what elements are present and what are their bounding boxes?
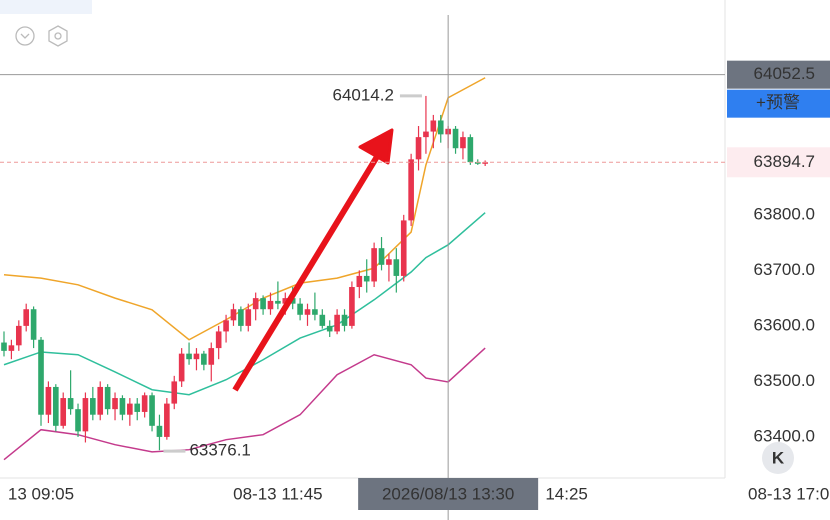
x-tick-label: 13 09:05 (8, 484, 74, 503)
candle-body (482, 162, 488, 164)
candle-body (326, 325, 333, 332)
candle-body (112, 398, 118, 410)
y-tick-label: 63500.0 (754, 371, 815, 390)
candle-body (282, 298, 289, 304)
candle-body (260, 298, 266, 310)
candle-body (460, 137, 466, 149)
candle-body (164, 403, 170, 437)
candle-body (223, 320, 229, 332)
candle-body (238, 309, 244, 326)
candle-body (171, 381, 178, 404)
candle-body (60, 398, 67, 426)
candle-body (371, 248, 377, 282)
alert-button-label[interactable]: +预警 (756, 93, 800, 112)
candle-body (156, 425, 163, 437)
band-line (3, 212, 486, 396)
candle-body (297, 303, 303, 315)
candle-body (15, 325, 22, 346)
candle-body (467, 137, 474, 163)
candle-body (378, 248, 385, 265)
candle-body (127, 403, 133, 415)
candle-body (45, 386, 52, 415)
candle-body (275, 300, 281, 304)
candle-body (90, 398, 96, 415)
alert-button[interactable] (727, 89, 830, 118)
low-label: 63376.1 (189, 441, 250, 460)
candle-body (1, 342, 7, 351)
candle-body (193, 353, 200, 360)
candle-body (386, 259, 392, 265)
collapse-icon[interactable] (15, 26, 35, 46)
band-line (3, 347, 486, 461)
collapse-button[interactable] (762, 442, 794, 474)
candle-body (334, 314, 340, 332)
candle-body (141, 395, 148, 412)
candle-body (104, 386, 111, 410)
candle-body (356, 275, 363, 288)
candle-body (75, 409, 81, 432)
last-price-label: 63894.7 (754, 152, 815, 171)
candle-body (186, 353, 192, 360)
crosshair-y-box (727, 60, 830, 89)
candle-body (363, 275, 370, 282)
candle-body (215, 331, 222, 349)
x-tick-label: 08-13 17:0 (748, 484, 829, 503)
x-tick-label: 08-13 11:45 (233, 484, 322, 503)
plot (1, 77, 488, 461)
candle-body (267, 300, 274, 310)
candle-body (230, 309, 237, 321)
candle-body (430, 120, 437, 132)
settings-dot (54, 32, 62, 40)
candle-body (349, 287, 355, 326)
candle-body (252, 298, 259, 310)
candle-body (415, 137, 422, 160)
top-tab (0, 0, 92, 14)
candle-body (201, 353, 207, 365)
overlay: 64014.2 63376.1 63894.7 2026/08/13 13:30 640… (0, 15, 830, 520)
candle-body (23, 309, 30, 326)
candle-body (474, 162, 481, 164)
candle-body (119, 398, 126, 415)
candle-body (304, 309, 311, 315)
crosshair-x-label: 2026/08/13 13:30 (382, 484, 514, 503)
candle-body (149, 395, 155, 426)
candle-body (67, 398, 74, 410)
crosshair-x-box (358, 478, 539, 510)
candle-body (423, 131, 429, 138)
candle-body (82, 398, 89, 432)
y-tick-label: 63400.0 (754, 426, 815, 445)
y-tick-label: 63600.0 (754, 315, 815, 334)
candle-body (30, 309, 37, 340)
x-tick-label: 14:25 (545, 484, 588, 503)
candle-body (178, 353, 185, 382)
candle-body (341, 314, 348, 326)
arrow-shaft (232, 153, 381, 392)
candle-body (97, 386, 104, 415)
candle-body (312, 309, 318, 315)
candle-body (38, 339, 44, 415)
y-tick-label: 63800.0 (754, 204, 815, 223)
last-price-box (727, 147, 830, 178)
crosshair-y-label: 64052.5 (754, 64, 815, 83)
candle-body (400, 220, 407, 276)
chevron (20, 33, 30, 39)
arrow-head (358, 128, 394, 165)
candle-body (408, 159, 414, 221)
y-tick-label: 63700.0 (754, 260, 815, 279)
candle-body (393, 259, 400, 276)
candle-body (134, 403, 141, 412)
settings-icon[interactable] (48, 25, 68, 47)
candle-body (53, 386, 59, 426)
candle-body (8, 345, 15, 351)
candle-body (245, 309, 252, 326)
candle-body (208, 348, 215, 365)
candle-body (437, 120, 444, 135)
candle-body (452, 128, 459, 149)
high-label: 64014.2 (332, 85, 393, 104)
collapse-button-label[interactable]: K (772, 448, 785, 467)
candle-body (319, 314, 326, 326)
